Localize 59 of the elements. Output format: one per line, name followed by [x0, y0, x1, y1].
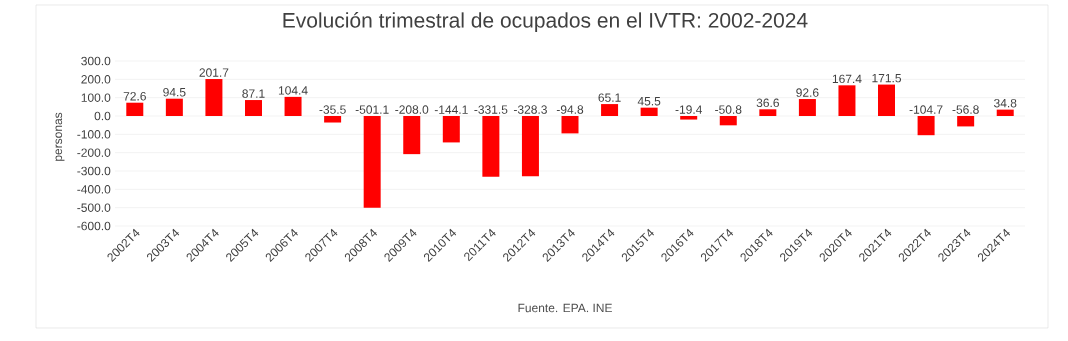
data-label: 34.8 — [994, 98, 1017, 108]
data-label: -328.3 — [513, 105, 547, 114]
bar — [442, 116, 460, 143]
y-axis-title: personas — [55, 112, 65, 161]
bar — [878, 84, 896, 117]
bar — [719, 116, 737, 126]
data-label: -501.1 — [355, 105, 389, 114]
bar — [838, 85, 856, 117]
data-label: 167.4 — [832, 74, 862, 84]
chart-title: Evolución trimestral de ocupados en el IVTR: 2002-2024 — [283, 12, 808, 32]
y-tick-label: 0.0 — [94, 111, 111, 121]
bar — [324, 116, 342, 123]
bar — [403, 116, 421, 155]
y-tick-label: 100.0 — [81, 93, 111, 102]
y-tick-label: -300.0 — [77, 166, 111, 176]
data-label: -56.8 — [952, 105, 979, 114]
bar — [561, 116, 579, 134]
data-label: -94.8 — [556, 105, 584, 114]
bar — [798, 99, 816, 117]
bar — [759, 109, 777, 117]
y-tick-label: -600.0 — [77, 221, 111, 231]
data-label: 201.7 — [199, 68, 229, 77]
data-label: 45.5 — [637, 97, 661, 106]
data-label: 87.1 — [242, 89, 265, 98]
bar — [957, 116, 975, 127]
y-tick-label: 200.0 — [81, 75, 111, 84]
y-tick-label: -400.0 — [77, 185, 111, 194]
data-label: -144.1 — [434, 105, 468, 114]
data-label: -104.7 — [909, 105, 943, 114]
bar — [917, 116, 935, 136]
data-label: -331.5 — [474, 105, 508, 114]
bar — [205, 79, 223, 117]
data-label: -19.4 — [675, 105, 703, 114]
data-label: 94.5 — [163, 87, 186, 97]
data-label: 72.6 — [123, 92, 146, 101]
bar — [284, 96, 302, 117]
bar — [680, 116, 698, 120]
bar — [363, 116, 381, 208]
bar — [165, 98, 183, 117]
data-label: 36.6 — [756, 98, 779, 108]
bar — [601, 104, 619, 117]
bar — [521, 116, 539, 177]
data-label: 104.4 — [278, 86, 308, 95]
data-label: 171.5 — [872, 74, 902, 83]
data-label: 65.1 — [598, 93, 621, 102]
source-note: Fuente. EPA. INE — [518, 303, 612, 313]
data-label: 92.6 — [796, 88, 819, 97]
data-label: -208.0 — [395, 105, 429, 114]
bar — [126, 102, 144, 117]
data-label: -50.8 — [715, 105, 742, 114]
y-tick-label: -500.0 — [77, 203, 111, 212]
data-label: -35.5 — [319, 105, 346, 114]
y-tick-label: 300.0 — [81, 56, 111, 66]
bar — [482, 116, 500, 177]
y-tick-label: -100.0 — [77, 130, 111, 139]
bar — [640, 107, 658, 117]
bar — [996, 109, 1014, 117]
bar — [244, 100, 262, 117]
y-tick-label: -200.0 — [77, 148, 111, 157]
